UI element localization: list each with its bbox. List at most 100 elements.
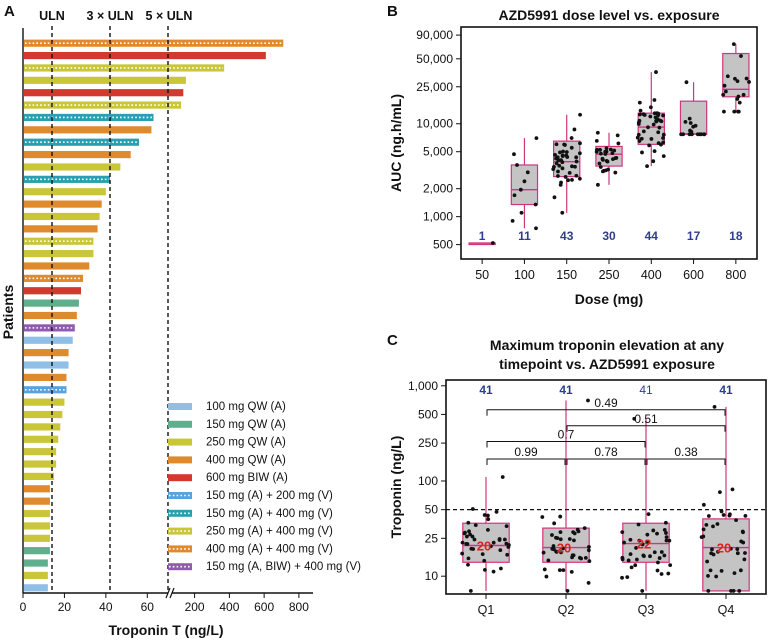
legend-swatch (168, 563, 192, 571)
data-point (466, 556, 471, 561)
data-point (558, 530, 563, 535)
data-point (637, 112, 642, 117)
data-point (634, 557, 639, 562)
x-tick-label: Q1 (478, 603, 495, 617)
panel-label-b: B (387, 3, 398, 20)
data-point (646, 512, 651, 517)
data-point (688, 121, 693, 125)
data-point (737, 589, 742, 593)
data-point (551, 544, 556, 548)
bar (24, 522, 50, 530)
data-point (714, 574, 719, 579)
data-point (560, 154, 565, 159)
bar (24, 299, 79, 307)
legend-label: 150 mg (A) + 400 mg (V) (206, 508, 333, 520)
data-point (743, 513, 748, 518)
data-point (683, 119, 688, 124)
group-count: 41 (719, 383, 733, 397)
data-point (687, 116, 692, 121)
data-point (573, 164, 577, 169)
x-axis-title: Troponin T (ng/L) (108, 622, 223, 638)
bar (24, 212, 100, 221)
data-point (622, 540, 626, 545)
data-point (701, 502, 706, 507)
data-point (468, 532, 472, 537)
data-point (640, 542, 645, 547)
data-point (642, 554, 646, 559)
group-count: 43 (560, 229, 574, 243)
data-point (505, 552, 510, 557)
data-point (482, 513, 487, 517)
data-point (541, 550, 546, 555)
data-point (648, 554, 652, 559)
bar (24, 138, 139, 146)
data-point (485, 513, 490, 518)
reference-line-label: 3 × ULN (87, 9, 134, 23)
comparison-bracket (566, 458, 646, 466)
bar (24, 311, 77, 320)
data-point (497, 537, 502, 541)
x-tick-label: 60 (141, 600, 155, 614)
data-point (742, 557, 747, 562)
data-point (465, 534, 469, 539)
data-point (647, 143, 652, 148)
data-point (684, 80, 689, 85)
data-point (564, 150, 569, 154)
data-point (710, 547, 714, 552)
data-point (594, 138, 599, 143)
data-point (561, 546, 565, 551)
data-point (542, 567, 547, 572)
data-point (564, 153, 569, 158)
data-point (651, 122, 656, 127)
data-point (552, 521, 557, 526)
p-value-label: 0.99 (514, 445, 538, 459)
plot-frame (445, 379, 767, 595)
p-value-label: 0.7 (558, 427, 575, 441)
panel-a: A ULN 3 × ULN 5 × ULN 0 20 40 60 200 400 600 800 Tro… (0, 3, 361, 638)
data-point (628, 552, 633, 557)
legend-swatch (168, 509, 192, 517)
data-point (533, 202, 538, 207)
legend-label: 100 mg QW (A) (206, 401, 286, 413)
data-point (615, 133, 620, 138)
legend-swatch (168, 474, 192, 482)
data-point (558, 514, 563, 519)
y-tick-label: 50,000 (416, 52, 453, 66)
data-point (656, 560, 660, 565)
bar (24, 188, 106, 196)
median-label: 22 (637, 537, 651, 552)
bar (24, 423, 61, 431)
data-point (663, 520, 668, 525)
y-tick-label: 2,000 (423, 182, 453, 196)
data-point (468, 589, 473, 593)
data-point (699, 535, 704, 540)
data-point (733, 76, 737, 81)
legend-label: 400 mg (A) + 400 mg (V) (206, 543, 333, 555)
data-point (652, 149, 657, 154)
data-point (570, 164, 574, 169)
legend-label: 400 mg QW (A) (206, 454, 286, 466)
data-point (638, 108, 643, 113)
data-point (486, 527, 490, 532)
data-point (640, 589, 645, 593)
data-point (633, 563, 638, 568)
bar (24, 287, 81, 295)
data-point (629, 565, 634, 570)
data-point (662, 553, 667, 558)
data-point (577, 151, 582, 156)
data-point (731, 42, 736, 46)
p-value-label: 0.49 (594, 396, 618, 410)
legend-label: 250 mg QW (A) (206, 437, 286, 449)
data-point (512, 193, 517, 198)
p-value-label: 0.78 (594, 445, 618, 459)
chart-title: timepoint vs. AZD5991 exposure (499, 356, 715, 372)
data-point (534, 226, 538, 231)
data-point (598, 147, 602, 152)
comparison-bracket (486, 458, 566, 466)
data-point (657, 556, 662, 560)
box (542, 527, 590, 563)
y-axis-title: Patients (0, 285, 16, 340)
legend-swatch (168, 527, 192, 535)
panel-c: C Maximum troponin elevation at any timepo… (387, 332, 767, 617)
data-point (721, 92, 726, 97)
